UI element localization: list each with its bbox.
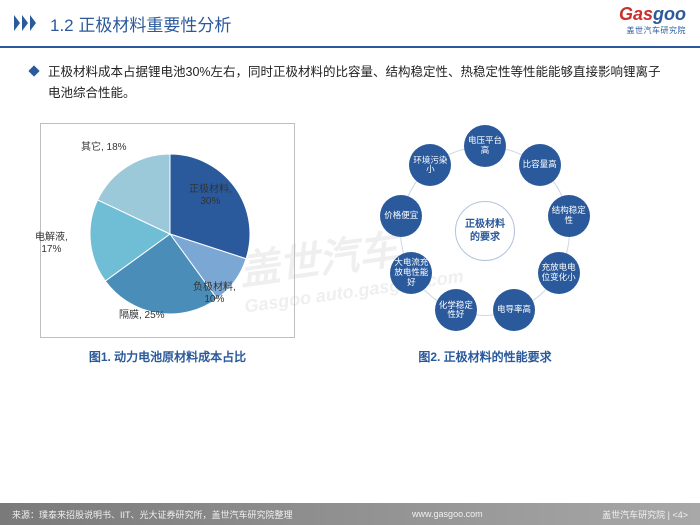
logo-subtitle: 盖世汽车研究院	[619, 25, 686, 36]
footer-page: 盖世汽车研究院 | <4>	[602, 508, 688, 521]
bullet-text: 正极材料成本占据锂电池30%左右，同时正极材料的比容量、结构稳定性、热稳定性等性…	[48, 62, 670, 105]
pie-slice-label: 隔膜, 25%	[119, 310, 165, 322]
pie-slice-label: 电解液,17%	[35, 232, 68, 256]
charts-row: 正极材料,30% 负极材料,10% 隔膜, 25% 电解液,17% 其它, 18% 图1…	[0, 105, 700, 365]
header: 1.2 正极材料重要性分析 Gasgoo 盖世汽车研究院	[0, 0, 700, 48]
ring-node: 电压平台高	[464, 125, 506, 167]
page-title: 1.2 正极材料重要性分析	[50, 11, 231, 36]
ring-caption: 图2. 正极材料的性能要求	[325, 348, 645, 365]
ring-center-label: 正极材料的要求	[455, 201, 515, 261]
logo-text-1: Gas	[619, 4, 653, 24]
ring-node: 价格便宜	[380, 195, 422, 237]
footer-url: www.gasgoo.com	[412, 509, 483, 519]
pie-slice-label: 负极材料,10%	[193, 282, 236, 306]
pie-slice-label: 其它, 18%	[81, 142, 127, 154]
logo-text-2: goo	[653, 4, 686, 24]
pie-frame: 正极材料,30%负极材料,10%隔膜, 25%电解液,17%其它, 18%	[40, 123, 295, 338]
ring-node: 比容量高	[519, 144, 561, 186]
diamond-icon	[28, 65, 39, 76]
footer-source: 来源：璞泰来招股说明书、IIT、光大证券研究所，盖世汽车研究院整理	[12, 508, 293, 521]
ring-node: 结构稳定性	[548, 195, 590, 237]
ring-diagram: 正极材料的要求电压平台高比容量高结构稳定性充放电电位变化小电导率高化学稳定性好大…	[325, 123, 645, 338]
pie-slice-label: 正极材料,30%	[189, 184, 232, 208]
footer: 来源：璞泰来招股说明书、IIT、光大证券研究所，盖世汽车研究院整理 www.ga…	[0, 503, 700, 525]
pie-chart	[55, 134, 285, 334]
ring-node: 电导率高	[493, 289, 535, 331]
ring-node: 化学稳定性好	[435, 289, 477, 331]
chevron-icon	[14, 15, 36, 31]
logo: Gasgoo 盖世汽车研究院	[619, 4, 686, 36]
ring-node: 充放电电位变化小	[538, 252, 580, 294]
pie-chart-box: 正极材料,30%负极材料,10%隔膜, 25%电解液,17%其它, 18% 图1…	[40, 123, 295, 365]
pie-caption: 图1. 动力电池原材料成本占比	[40, 348, 295, 365]
ring-chart-box: 正极材料的要求电压平台高比容量高结构稳定性充放电电位变化小电导率高化学稳定性好大…	[325, 123, 645, 365]
bullet-row: 正极材料成本占据锂电池30%左右，同时正极材料的比容量、结构稳定性、热稳定性等性…	[0, 48, 700, 105]
